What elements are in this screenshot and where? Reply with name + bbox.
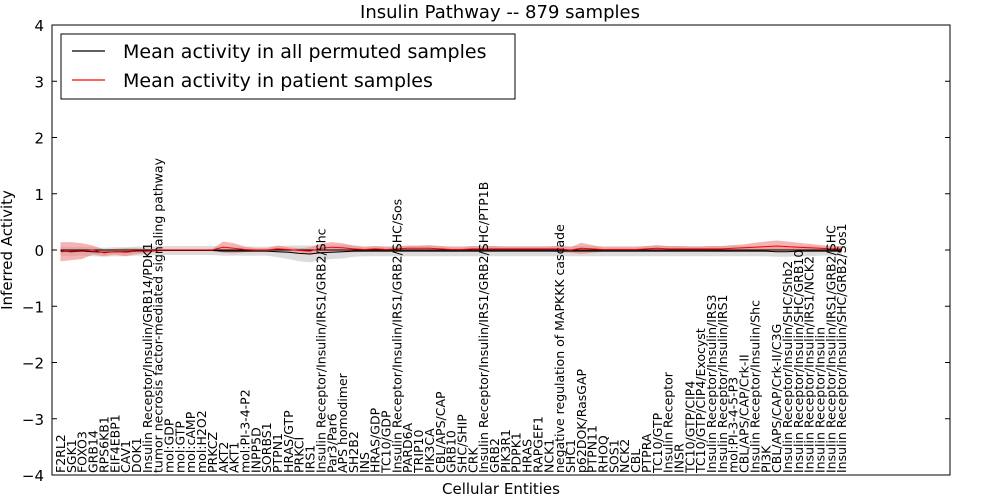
x-tick-label: SHC1 xyxy=(563,439,578,473)
x-tick-label: HRAS xyxy=(520,439,535,473)
legend-label-permuted: Mean activity in all permuted samples xyxy=(123,41,486,63)
y-tick-label: 4 xyxy=(34,17,44,35)
x-tick-label: CBL/APS/CAP/Crk-II/C3G xyxy=(769,324,784,473)
x-tick-label: TRIP10 xyxy=(411,430,426,474)
x-tick-label: NCK1 xyxy=(541,439,556,473)
x-tick-label: Insulin Receptor/Insulin/IRS1/GRB2/SHC/S… xyxy=(389,199,404,473)
y-tick-label: −2 xyxy=(22,355,44,373)
x-tick-label: Insulin Receptor/Insulin/SHC/GRB10 xyxy=(791,250,806,473)
x-tick-label: TC10/GTP/CIP4/Exocyst xyxy=(693,328,708,474)
x-tick-label: AKT1 xyxy=(227,442,242,473)
x-axis-label: Cellular Entities xyxy=(442,480,560,498)
x-tick-label: GRB14 xyxy=(86,430,101,473)
plot-frame xyxy=(51,24,951,476)
x-tick-label: PIK3CA xyxy=(422,428,437,473)
x-tick-label: TC10/GTP xyxy=(650,412,665,474)
x-tick-label: SORBS1 xyxy=(259,422,274,473)
x-tick-label: SOS1 xyxy=(606,439,621,473)
x-tick-label: AKT2 xyxy=(216,442,231,473)
legend-label-patient: Mean activity in patient samples xyxy=(123,70,433,92)
x-tick-label: Insulin Receptor/Insulin/IRS1/GRB2/Shc xyxy=(313,228,328,473)
x-tick-label: Insulin Receptor/Insulin xyxy=(813,327,828,473)
y-tick-label: −3 xyxy=(22,411,44,429)
series-line-patient xyxy=(60,245,842,254)
x-tick-label: mol:PI-3-4-P2 xyxy=(237,389,252,473)
x-tick-label: INS xyxy=(357,452,372,473)
x-tick-label: NCK2 xyxy=(617,439,632,473)
y-axis-label: Inferred Activity xyxy=(0,190,16,310)
x-tick-label: RPS6KB1 xyxy=(96,416,111,473)
x-tick-label: HRAS/GDP xyxy=(368,407,383,473)
x-tick-label: PTPN11 xyxy=(585,425,600,473)
x-tick-label: mol:PI-3-4-5-P3 xyxy=(726,377,741,473)
y-tick-label: −1 xyxy=(22,298,44,316)
y-tick-label: −4 xyxy=(22,467,44,485)
y-tick-label: 1 xyxy=(34,186,44,204)
x-tick-label: PRKCI xyxy=(292,437,307,473)
x-tick-label: RAPGEF1 xyxy=(530,416,545,473)
x-tick-label: p62DOK/RasGAP xyxy=(574,368,589,473)
x-tick-label: TC10/GDP xyxy=(379,410,394,474)
x-tick-label: GRB2 xyxy=(487,438,502,473)
x-tick-label: F2RL2 xyxy=(53,434,68,473)
x-tick-label: CBL xyxy=(628,449,643,473)
x-tick-label: SHC/SHIP xyxy=(454,414,469,473)
x-tick-label: mol:cAMP xyxy=(183,411,198,473)
x-tick-label: Insulin Receptor/Insulin/IRS1/NCK2 xyxy=(802,256,817,473)
x-tick-label: PIK3R1 xyxy=(498,429,513,473)
x-tick-label: PTPN1 xyxy=(270,433,285,473)
x-tick-label: Insulin Receptor/Insulin/IRS1/GRB2/SHC xyxy=(823,225,838,473)
x-tick-label: INPP5D xyxy=(248,427,263,473)
x-tick-label: APS homodimer xyxy=(335,372,350,473)
x-tick-label: Insulin Receptor/Insulin/IRS1/GRB2/SHC/P… xyxy=(476,182,491,473)
x-tick-label: SGK1 xyxy=(64,439,79,473)
x-tick-label: Insulin Receptor/Insulin/IRS3 xyxy=(704,295,719,473)
x-tick-label: TC10/GTP/CIP4 xyxy=(682,381,697,474)
x-tick-label: CBL/APS/CAP xyxy=(433,391,448,473)
x-tick-label: mol:H2O2 xyxy=(194,410,209,473)
y-axis-ticks: −4 −3 −2 −1 0 1 2 3 4 xyxy=(22,17,950,485)
x-tick-label: EIF4EBP1 xyxy=(107,414,122,473)
series-line-permuted xyxy=(60,250,842,255)
x-tick-label: PTPRA xyxy=(639,433,654,473)
x-tick-label: Insulin Receptor/Insulin/IRS1 xyxy=(715,295,730,473)
y-tick-label: 3 xyxy=(34,73,44,91)
x-tick-label: DOK1 xyxy=(129,437,144,473)
x-tick-label: RHOQ xyxy=(596,435,611,473)
legend: Mean activity in all permuted samples Me… xyxy=(60,33,516,100)
y-tick-label: 2 xyxy=(34,130,44,148)
x-tick-label: tumor necrosis factor-mediated signaling… xyxy=(151,157,166,473)
x-tick-label: Par3/Par6 xyxy=(324,413,339,473)
x-tick-label: PI3K xyxy=(758,445,773,473)
x-tick-label: IRS1 xyxy=(303,445,318,473)
x-tick-label: HRAS/GTP xyxy=(281,410,296,473)
x-tick-labels: F2RL2SGK1FOXO3GRB14RPS6KB1EIF4EBP1CAV1DO… xyxy=(53,157,849,474)
x-tick-label: PRKCZ xyxy=(205,432,220,473)
x-tick-label: CRK xyxy=(465,447,480,473)
chart-title: Insulin Pathway -- 879 samples xyxy=(360,2,640,23)
x-tick-label: Insulin Receptor/Insulin/SHC/GRB2/Sos1 xyxy=(834,223,849,473)
x-tick-label: CBL/APS/CAP/Crk-II xyxy=(737,354,752,473)
x-tick-label: PDPK1 xyxy=(509,432,524,473)
x-tick-label: SH2B2 xyxy=(346,431,361,473)
legend-box xyxy=(60,33,516,100)
x-tick-label: Insulin Receptor xyxy=(661,371,676,473)
x-tick-label: PARD6A xyxy=(400,422,415,473)
x-tick-label: FOXO3 xyxy=(75,431,90,473)
x-tick-label: Insulin Receptor/Insulin/SHC/Shb2 xyxy=(780,261,795,473)
y-tick-label: 0 xyxy=(34,242,44,260)
x-tick-label: Insulin Receptor/Insulin/Shc xyxy=(747,300,762,473)
x-tick-label: INSR xyxy=(671,443,686,473)
x-tick-label: negative regulation of MAPKKK cascade xyxy=(552,224,567,473)
x-tick-label: mol:GDP xyxy=(162,418,177,473)
x-tick-label: CAV1 xyxy=(118,440,133,473)
series-lines xyxy=(60,245,842,255)
x-tick-label: GRB10 xyxy=(444,430,459,473)
x-tick-label: Insulin Receptor/Insulin/GRB14/PDK1 xyxy=(140,242,155,473)
x-tick-label: mol:GTP xyxy=(172,421,187,473)
